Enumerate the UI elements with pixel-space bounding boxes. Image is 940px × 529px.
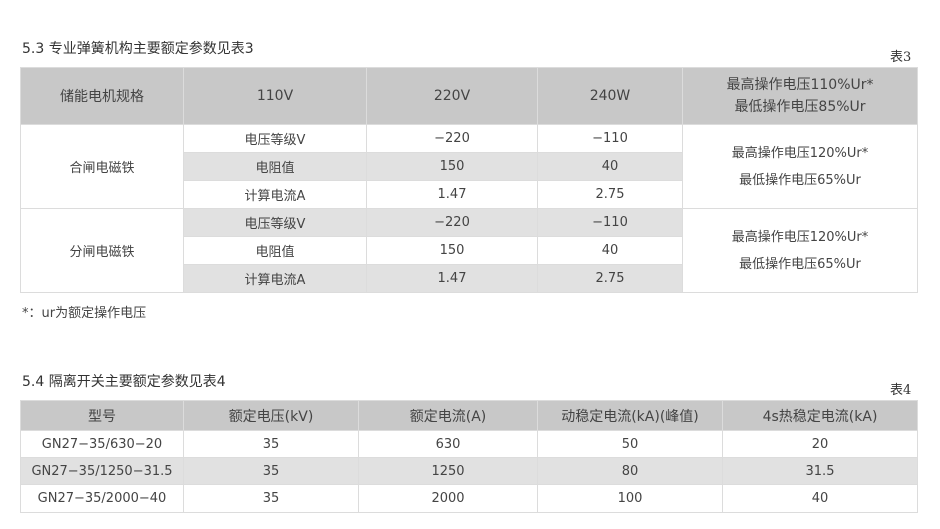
group-note: 最高操作电压120%Ur* 最低操作电压65%Ur: [682, 124, 918, 209]
param-cell: 电压等级V: [183, 208, 367, 237]
value-cell: −220: [366, 124, 538, 153]
header-note-line: 最低操作电压85%Ur: [734, 99, 866, 115]
value-cell: 2.75: [537, 180, 683, 209]
section-5-3-title: 5.3 专业弹簧机构主要额定参数见表3: [22, 41, 254, 57]
table-row: GN27−35/1250−31.5 35 1250 80 31.5: [20, 457, 918, 485]
model-cell: GN27−35/1250−31.5: [20, 457, 184, 485]
value-cell: 50: [537, 430, 723, 458]
header-cell: 型号: [20, 400, 184, 431]
table-row: 电阻值 150 40: [21, 236, 918, 265]
table-3-label: 表3: [890, 50, 912, 65]
table-3-header: 储能电机规格 110V 220V 240W 最高操作电压110%Ur* 最低操作电…: [20, 67, 918, 125]
value-cell: 100: [537, 484, 723, 513]
header-cell: 110V: [183, 67, 367, 125]
value-cell: 40: [537, 152, 683, 181]
value-cell: 2000: [358, 484, 538, 513]
table-row: 计算电流A 1.47 2.75: [21, 180, 918, 209]
table-3: 储能电机规格 110V 220V 240W 最高操作电压110%Ur* 最低操作电…: [20, 67, 918, 293]
model-cell: GN27−35/630−20: [20, 430, 184, 458]
value-cell: 150: [366, 152, 538, 181]
value-cell: 2.75: [537, 264, 683, 293]
table-4-label: 表4: [890, 383, 912, 398]
header-cell: 额定电流(A): [358, 400, 538, 431]
table-4-header: 型号 额定电压(kV) 额定电流(A) 动稳定电流(kA)(峰值) 4s热稳定电…: [20, 400, 918, 431]
table-row: 电阻值 150 40: [21, 152, 918, 181]
value-cell: 1250: [358, 457, 538, 485]
param-cell: 计算电流A: [183, 180, 367, 209]
value-cell: 1.47: [366, 264, 538, 293]
value-cell: 20: [722, 430, 918, 458]
param-cell: 电阻值: [183, 236, 367, 265]
header-note-line: 最高操作电压110%Ur*: [726, 77, 874, 93]
group-note: 最高操作电压120%Ur* 最低操作电压65%Ur: [682, 208, 918, 293]
value-cell: 35: [183, 457, 359, 485]
value-cell: −110: [537, 124, 683, 153]
value-cell: 31.5: [722, 457, 918, 485]
group-name: 合闸电磁铁: [20, 124, 184, 209]
header-cell: 额定电压(kV): [183, 400, 359, 431]
table-row: GN27−35/2000−40 35 2000 100 40: [20, 484, 918, 513]
table-row: GN27−35/630−20 35 630 50 20: [20, 430, 918, 458]
param-cell: 电阻值: [183, 152, 367, 181]
value-cell: 40: [537, 236, 683, 265]
group-name: 分闸电磁铁: [20, 208, 184, 293]
param-cell: 计算电流A: [183, 264, 367, 293]
value-cell: 150: [366, 236, 538, 265]
header-cell: 动稳定电流(kA)(峰值): [537, 400, 723, 431]
footnote: *：ur为额定操作电压: [22, 306, 147, 321]
group-note-line: 最高操作电压120%Ur*: [731, 229, 869, 245]
value-cell: −220: [366, 208, 538, 237]
value-cell: 1.47: [366, 180, 538, 209]
section-5-4-title: 5.4 隔离开关主要额定参数见表4: [22, 374, 226, 390]
header-cell: 4s热稳定电流(kA): [722, 400, 918, 431]
group-note-line: 最高操作电压120%Ur*: [731, 145, 869, 161]
table-row: 分闸电磁铁 电压等级V −220 −110 最高操作电压120%Ur* 最低操作电…: [20, 208, 918, 293]
model-cell: GN27−35/2000−40: [20, 484, 184, 513]
header-cell: 储能电机规格: [20, 67, 184, 125]
group-note-line: 最低操作电压65%Ur: [739, 172, 861, 188]
value-cell: 35: [183, 484, 359, 513]
header-cell: 240W: [537, 67, 683, 125]
header-cell: 220V: [366, 67, 538, 125]
table-4: 型号 额定电压(kV) 额定电流(A) 动稳定电流(kA)(峰值) 4s热稳定电…: [20, 400, 918, 513]
value-cell: 40: [722, 484, 918, 513]
value-cell: 35: [183, 430, 359, 458]
value-cell: −110: [537, 208, 683, 237]
table-row: 合闸电磁铁 电压等级V −220 −110 最高操作电压120%Ur* 最低操作电…: [20, 124, 918, 209]
value-cell: 80: [537, 457, 723, 485]
param-cell: 电压等级V: [183, 124, 367, 153]
group-note-line: 最低操作电压65%Ur: [739, 256, 861, 272]
table-row: 计算电流A 1.47 2.75: [21, 264, 918, 293]
value-cell: 630: [358, 430, 538, 458]
header-note-cell: 最高操作电压110%Ur* 最低操作电压85%Ur: [682, 67, 918, 125]
